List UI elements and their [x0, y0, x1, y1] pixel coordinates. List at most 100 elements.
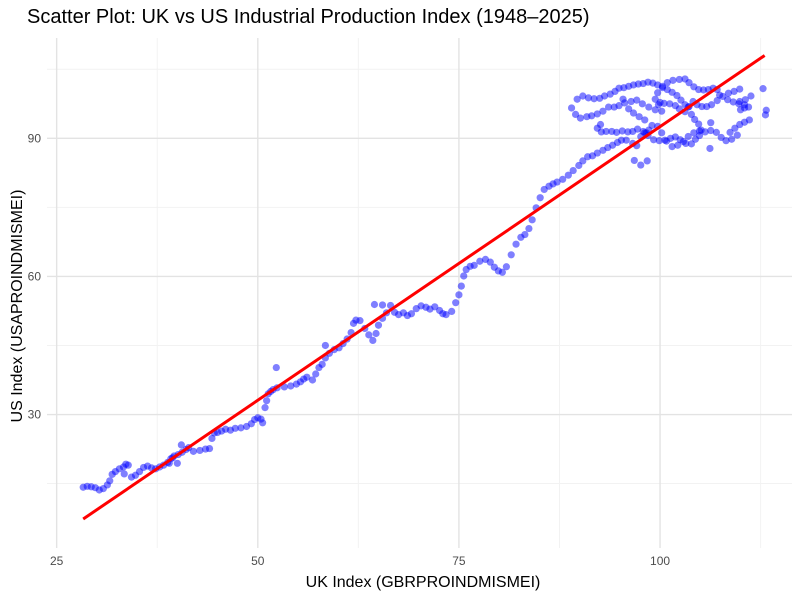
data-point	[372, 329, 380, 338]
data-point	[600, 92, 609, 100]
data-point	[189, 447, 198, 455]
data-point	[593, 149, 601, 157]
data-point	[675, 75, 683, 84]
data-point	[690, 129, 698, 137]
data-point	[622, 136, 630, 144]
data-point	[707, 119, 715, 127]
data-point	[356, 317, 364, 325]
data-point	[684, 132, 692, 141]
data-point	[637, 161, 645, 169]
data-point	[733, 131, 741, 139]
data-point	[627, 97, 635, 106]
data-point	[722, 137, 730, 145]
y-axis-title: US Index (USAPROINDMISMEI)	[9, 190, 26, 423]
data-point	[374, 321, 383, 329]
data-point	[569, 166, 577, 175]
data-point	[759, 85, 767, 93]
minor-gridlines	[47, 38, 792, 548]
data-point	[641, 116, 649, 124]
data-point	[528, 216, 536, 224]
data-point	[747, 92, 755, 100]
data-point	[599, 107, 607, 115]
data-point	[196, 446, 204, 455]
tick-labels: 25 50 75 100 30 60 90	[28, 131, 671, 568]
data-point	[486, 258, 494, 266]
data-point	[662, 137, 671, 145]
data-point	[730, 87, 738, 95]
data-point	[654, 89, 662, 97]
data-point	[120, 470, 128, 478]
data-point	[457, 282, 465, 290]
data-point	[741, 96, 749, 104]
data-point	[596, 120, 605, 129]
data-point	[259, 419, 267, 427]
data-point	[643, 157, 651, 165]
data-point	[106, 477, 114, 485]
data-point	[608, 127, 616, 136]
data-point	[618, 127, 626, 135]
data-point	[650, 136, 658, 144]
data-point	[658, 129, 666, 137]
data-point	[369, 336, 377, 345]
data-point	[231, 424, 239, 432]
data-point	[308, 376, 317, 384]
y-tick-label: 90	[28, 131, 42, 145]
data-point	[712, 128, 720, 136]
data-point	[671, 102, 679, 110]
data-point	[635, 113, 643, 121]
data-point	[593, 110, 601, 118]
data-point	[237, 424, 245, 432]
data-point	[695, 127, 704, 135]
data-point	[370, 300, 379, 309]
data-point	[707, 126, 715, 135]
data-point	[318, 360, 326, 368]
data-point	[668, 143, 676, 151]
data-point	[625, 105, 633, 113]
data-point	[321, 341, 329, 350]
data-point	[658, 107, 666, 115]
data-point	[261, 404, 269, 412]
data-point	[762, 106, 770, 114]
data-point	[507, 251, 515, 259]
data-point	[724, 89, 733, 97]
data-point	[525, 224, 533, 233]
data-point	[726, 128, 734, 136]
data-point	[713, 96, 721, 105]
data-point	[604, 103, 613, 111]
data-point	[656, 98, 664, 107]
data-point	[452, 299, 460, 307]
data-point	[674, 141, 682, 149]
data-point	[744, 103, 753, 111]
x-tick-label: 50	[251, 554, 265, 568]
data-point	[629, 109, 638, 117]
data-point	[695, 120, 703, 128]
scatter-points	[79, 75, 770, 494]
data-point	[455, 291, 463, 299]
data-point	[719, 92, 727, 101]
data-point	[663, 79, 671, 87]
data-point	[263, 397, 271, 405]
y-tick-label: 60	[28, 269, 42, 283]
data-point	[666, 100, 674, 108]
data-point	[448, 307, 456, 316]
data-point	[584, 94, 593, 102]
data-point	[512, 240, 520, 248]
data-point	[365, 331, 373, 339]
data-point	[729, 98, 737, 106]
data-point	[564, 171, 572, 179]
data-point	[648, 121, 656, 130]
data-point	[442, 311, 450, 319]
data-point	[378, 301, 387, 309]
data-point	[583, 113, 591, 121]
data-point	[687, 140, 696, 148]
data-point	[658, 84, 667, 92]
data-point	[573, 95, 581, 103]
data-point	[630, 156, 638, 165]
data-point	[651, 106, 659, 114]
data-point	[728, 135, 736, 143]
data-point	[669, 76, 677, 84]
data-point	[619, 95, 627, 103]
data-point	[655, 137, 663, 145]
data-point	[521, 230, 529, 239]
